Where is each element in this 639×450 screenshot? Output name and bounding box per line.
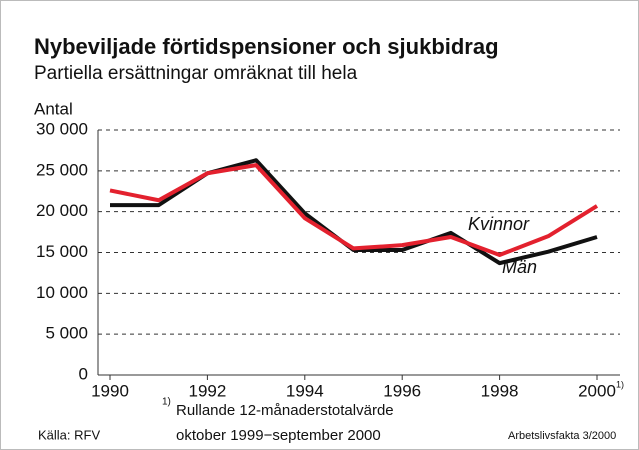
y-tick-label: 20 000 (36, 201, 88, 220)
series-label: Kvinnor (468, 214, 530, 234)
y-tick-label: 30 000 (36, 119, 88, 138)
footnote-text: oktober 1999−september 2000 (176, 427, 381, 444)
x-tick-label: 1994 (286, 381, 324, 400)
x-tick-note: 1) (616, 379, 624, 389)
x-tick-label: 1990 (91, 381, 129, 400)
chart-subtitle: Partiella ersättningar omräknat till hel… (34, 63, 358, 84)
publication: Arbetslivsfakta 3/2000 (508, 430, 616, 442)
source: Källa: RFV (38, 427, 100, 442)
x-tick-label: 2000 (578, 381, 616, 400)
y-tick-label: 10 000 (36, 283, 88, 302)
chart-title: Nybeviljade förtidspensioner och sjukbid… (34, 34, 499, 59)
y-tick-label: 15 000 (36, 242, 88, 261)
x-tick-label: 1996 (383, 381, 421, 400)
y-tick-label: 25 000 (36, 160, 88, 179)
y-axis-label: Antal (34, 99, 73, 118)
x-tick-label: 1998 (481, 381, 519, 400)
y-tick-label: 5 000 (45, 324, 88, 343)
series-label: Män (502, 257, 537, 277)
series-line (109, 163, 599, 257)
footnote-text: Rullande 12-månaderstotalvärde (176, 402, 394, 419)
y-tick-label: 0 (79, 364, 88, 383)
x-tick-label: 1992 (188, 381, 226, 400)
footnote-marker: 1) (162, 397, 171, 408)
